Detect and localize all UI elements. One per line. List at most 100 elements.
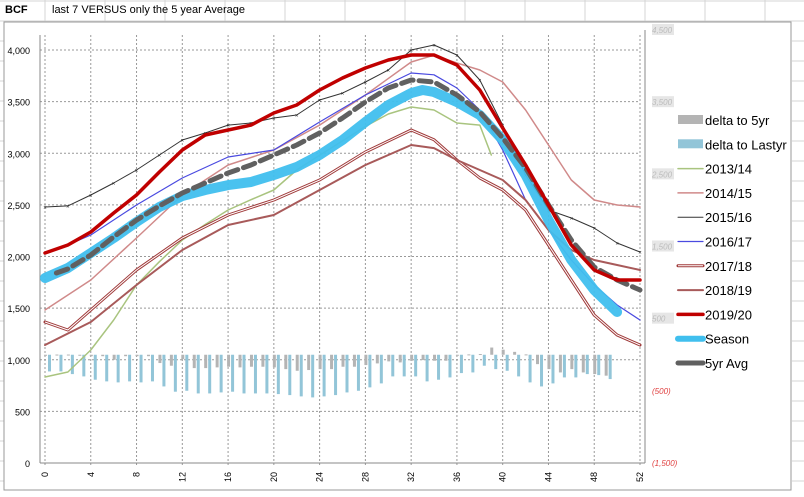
- bar-delta-to-5yr: [558, 354, 562, 373]
- bar-delta-to-5yr: [135, 354, 139, 357]
- bar-delta-to-5yr: [215, 354, 219, 368]
- y2-label-bg: [652, 24, 674, 35]
- bar-delta-to-5yr: [318, 354, 322, 370]
- y-tick-label: 3,500: [7, 98, 30, 108]
- y-tick-label: 3,000: [7, 149, 30, 159]
- bar-delta-to-5yr: [387, 354, 391, 362]
- bar-delta-to-5yr: [490, 347, 494, 355]
- x-tick-label: 16: [223, 472, 233, 482]
- y2-label-bg: [652, 168, 674, 180]
- bar-delta-to-lastyr: [116, 354, 120, 383]
- bar-delta-to-5yr: [478, 354, 482, 356]
- bar-delta-to-lastyr: [322, 354, 326, 397]
- bar-delta-to-5yr: [295, 354, 299, 371]
- x-tick-label: 8: [132, 472, 142, 477]
- bar-delta-to-5yr: [204, 354, 208, 369]
- y2-label-bg: [652, 240, 674, 252]
- y2-tick-label: 3,500: [652, 98, 673, 107]
- bar-delta-to-lastyr: [288, 354, 292, 396]
- legend-item: 5yr Avg: [675, 356, 748, 371]
- legend-item: 2018/19: [677, 283, 752, 298]
- bar-delta-to-lastyr: [128, 354, 132, 382]
- bar-delta-to-5yr: [261, 354, 265, 367]
- marker-2015-16: ×: [570, 216, 574, 222]
- legend-label: 2018/19: [705, 283, 752, 298]
- x-tick-label: 40: [498, 472, 508, 482]
- y-tick-label: 2,000: [7, 253, 30, 263]
- legend-swatch: [678, 139, 703, 149]
- bar-delta-to-5yr: [227, 354, 231, 367]
- bar-delta-to-lastyr: [105, 354, 109, 382]
- marker-2015-16: ×: [272, 117, 276, 123]
- y2-tick-label: (500): [652, 387, 671, 396]
- cell-a1[interactable]: BCF: [5, 4, 28, 16]
- marker-2015-16: ×: [638, 250, 642, 256]
- y2-tick-label: 500: [652, 315, 666, 324]
- y2-tick-label: 1,500: [652, 243, 673, 252]
- y2-tick-label: (1,500): [652, 459, 678, 468]
- bar-delta-to-lastyr: [471, 354, 475, 373]
- y2-label-bg: [652, 312, 674, 324]
- x-tick-label: 28: [360, 472, 370, 482]
- bar-delta-to-5yr: [146, 354, 150, 357]
- x-tick-label: 24: [315, 472, 325, 482]
- y-tick-label: 2,500: [7, 201, 30, 211]
- bar-delta-to-5yr: [192, 354, 196, 369]
- bar-delta-to-lastyr: [505, 354, 509, 371]
- marker-2015-16: ×: [478, 79, 482, 85]
- bar-delta-to-lastyr: [311, 354, 315, 398]
- bar-delta-to-lastyr: [173, 354, 177, 392]
- legend-swatch: [678, 115, 703, 124]
- marker-2015-16: ×: [387, 69, 391, 75]
- bar-delta-to-5yr: [536, 354, 540, 365]
- marker-2015-16: ×: [455, 53, 459, 59]
- bar-delta-to-lastyr: [517, 354, 521, 377]
- series-2013-14: [44, 106, 493, 378]
- legend-label: 2019/20: [705, 307, 752, 322]
- marker-2015-16: ×: [341, 92, 345, 98]
- marker-2015-16: ×: [66, 204, 70, 210]
- bar-delta-to-lastyr: [276, 354, 280, 395]
- x-tick-label: 32: [406, 472, 416, 482]
- legend-item: 2015/16: [677, 210, 752, 225]
- marker-2015-16: ×: [89, 193, 93, 199]
- bar-delta-to-lastyr: [425, 354, 429, 382]
- bar-delta-to-lastyr: [356, 354, 360, 391]
- bar-delta-to-5yr: [249, 354, 253, 367]
- bar-delta-to-5yr: [55, 354, 59, 356]
- marker-2015-16: ×: [364, 81, 368, 87]
- bar-delta-to-5yr: [124, 354, 128, 357]
- x-tick-label: 0: [40, 472, 50, 477]
- legend-label: 5yr Avg: [705, 356, 748, 371]
- bar-delta-to-5yr: [593, 354, 597, 375]
- legend-item: delta to Lastyr: [678, 137, 787, 152]
- bar-delta-to-lastyr: [368, 354, 372, 388]
- bar-delta-to-lastyr: [185, 354, 189, 391]
- bar-delta-to-lastyr: [345, 354, 349, 393]
- bar-delta-to-5yr: [604, 354, 608, 376]
- bar-delta-to-lastyr: [242, 354, 246, 394]
- bar-delta-to-lastyr: [574, 354, 578, 378]
- bar-delta-to-lastyr: [93, 354, 97, 380]
- legend-label: delta to 5yr: [705, 113, 770, 128]
- legend-item: delta to 5yr: [678, 113, 770, 128]
- marker-2015-16: ×: [43, 206, 47, 212]
- bar-delta-to-5yr: [112, 354, 116, 360]
- bar-delta-to-lastyr: [437, 354, 441, 380]
- bar-delta-to-5yr: [444, 354, 448, 361]
- marker-2015-16: ×: [409, 49, 413, 55]
- bar-delta-to-lastyr: [608, 354, 612, 380]
- series-season: [40, 85, 623, 317]
- bar-delta-to-5yr: [433, 354, 437, 361]
- bar-delta-to-lastyr: [459, 354, 463, 374]
- bar-delta-to-lastyr: [585, 354, 589, 375]
- x-tick-label: 52: [635, 472, 645, 482]
- cell-b1[interactable]: last 7 VERSUS only the 5 year Average: [52, 4, 246, 16]
- bar-delta-to-5yr: [364, 354, 368, 366]
- x-tick-label: 48: [589, 472, 599, 482]
- bar-delta-to-lastyr: [448, 354, 452, 378]
- series-2017-18-inner: [44, 129, 641, 346]
- bar-delta-to-5yr: [78, 354, 82, 356]
- bar-delta-to-lastyr: [528, 354, 532, 383]
